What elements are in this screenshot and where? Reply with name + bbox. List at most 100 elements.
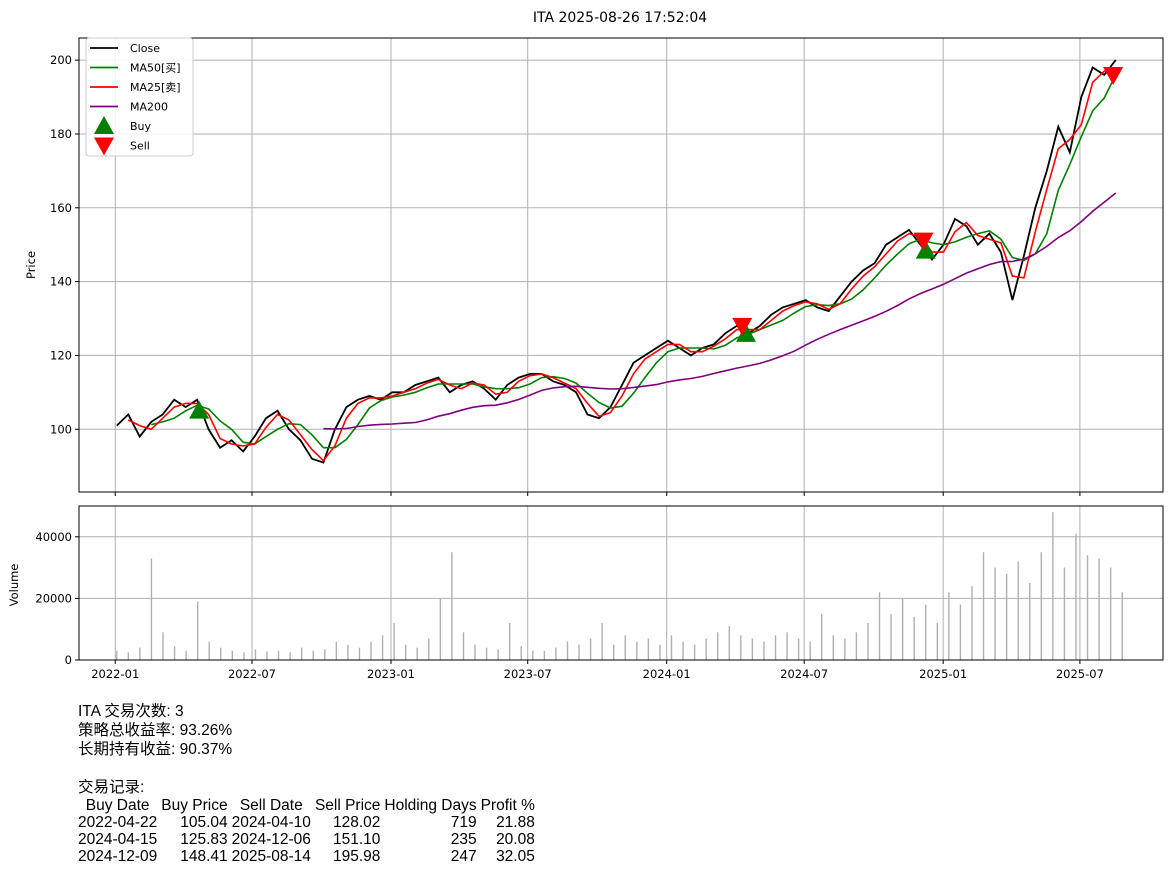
y-axis-label: Volume: [7, 564, 21, 607]
trade-table: Buy Date Buy Price Sell Date Sell Price Hold…: [78, 797, 539, 865]
volume-bar: [508, 623, 511, 660]
volume-bar: [254, 649, 257, 660]
table-row: 2024-12-09 148.41 2025-08-14 195.98 247 32.05: [78, 848, 539, 865]
x-tick-label: 2023-01: [367, 667, 415, 681]
x-tick-label: 2024-07: [780, 667, 828, 681]
volume-bar: [416, 647, 418, 660]
legend-label: MA50[买]: [130, 62, 181, 75]
volume-bar: [162, 632, 164, 660]
volume-bar: [971, 586, 973, 660]
sell-marker: [1103, 66, 1124, 85]
volume-bar: [821, 613, 823, 660]
volume-bar: [832, 635, 834, 660]
volume-bar: [566, 641, 569, 660]
x-tick-label: 2024-01: [643, 667, 691, 681]
y-axis-label: Price: [24, 251, 38, 279]
volume-bar: [982, 552, 985, 660]
stats-panel: ITA 交易次数: 3 策略总收益率: 93.26% 长期持有收益: 90.37…: [78, 702, 539, 865]
col-header: Sell Date: [239, 797, 303, 814]
volume-bar: [913, 616, 915, 660]
cell: 235: [450, 831, 477, 848]
volume-bar: [1063, 567, 1066, 660]
volume-bar: [601, 623, 603, 660]
col-header: Buy Date: [85, 797, 150, 814]
y-tick-label: 100: [50, 422, 72, 436]
cell: 2022-04-22: [78, 814, 158, 831]
cell: 247: [450, 848, 477, 865]
volume-bar: [231, 650, 234, 660]
volume-bar: [1040, 552, 1043, 660]
y-tick-label: 160: [50, 201, 72, 215]
volume-bar: [728, 626, 730, 660]
y-tick-label: 0: [65, 653, 72, 667]
volume-bar: [312, 650, 314, 660]
close-line: [116, 59, 1117, 464]
volume-bar: [901, 598, 904, 660]
legend: Close MA50[买] MA25[卖] MA200 Buy Sell: [85, 37, 194, 157]
volume-bar: [451, 552, 453, 660]
volume-bar: [936, 623, 939, 660]
volume-bar: [636, 641, 638, 660]
volume-bar: [324, 649, 326, 660]
volume-bar: [532, 650, 534, 660]
volume-bar: [786, 632, 788, 660]
volume-bar: [844, 638, 846, 660]
volume-bar: [555, 647, 557, 660]
volume-bar: [763, 641, 765, 660]
volume-bar: [613, 644, 615, 660]
legend-label: Close: [130, 42, 160, 55]
volume-axes: [78, 505, 1164, 661]
y-tick-label: 200: [50, 53, 72, 67]
ma200-line: [323, 192, 1117, 430]
sell-marker: [913, 232, 934, 251]
volume-bar: [1005, 573, 1008, 660]
x-tick-label: 2025-01: [919, 667, 967, 681]
y-tick-label: 40000: [35, 530, 72, 544]
x-tick-label: 2023-07: [504, 667, 552, 681]
table-row: 2022-04-22 105.04 2024-04-10 128.02 719 21.88: [78, 814, 539, 831]
cell: 2024-12-06: [231, 831, 311, 848]
table-header: Buy Date Buy Price Sell Date Sell Price Hold…: [78, 797, 539, 814]
volume-bar: [1098, 558, 1100, 660]
volume-bar: [589, 638, 592, 660]
volume-bar: [428, 638, 430, 660]
cell: 32.05: [496, 848, 535, 865]
volume-bar: [774, 635, 777, 660]
legend-swatch: [94, 137, 114, 156]
y-tick-label: 20000: [35, 591, 72, 605]
strategy-return: 策略总收益率: 93.26%: [78, 722, 233, 739]
volume-bar: [116, 650, 118, 660]
hold-return: 长期持有收益: 90.37%: [78, 741, 233, 758]
legend-swatch: [94, 116, 114, 134]
volume-bar: [1075, 533, 1077, 660]
volume-bar: [404, 644, 407, 660]
volume-bar: [266, 651, 268, 660]
volume-bar: [1029, 583, 1031, 660]
volume-bar: [208, 641, 210, 660]
y-tick-label: 120: [50, 348, 72, 362]
volume-bar: [289, 652, 291, 660]
legend-label: MA25[卖]: [130, 81, 181, 94]
volume-bar: [485, 647, 488, 660]
volume-bar: [243, 652, 245, 660]
volume-bar: [925, 604, 927, 660]
trade-count: ITA 交易次数: 3: [78, 703, 184, 720]
col-header: Holding Days: [384, 797, 477, 814]
volume-bar: [855, 632, 858, 660]
legend-label: Sell: [130, 140, 150, 153]
cell: 128.02: [332, 814, 381, 831]
volume-bar: [959, 604, 962, 660]
cell: 2024-04-10: [231, 814, 311, 831]
legend-label: Buy: [130, 120, 152, 133]
volume-bar: [220, 647, 222, 660]
chart-title: ITA 2025-08-26 17:52:04: [533, 10, 707, 26]
volume-bar: [705, 638, 707, 660]
cell: 2024-04-15: [78, 831, 158, 848]
volume-bar: [890, 613, 892, 660]
x-tick-label: 2022-01: [91, 667, 139, 681]
cell: 20.08: [496, 831, 535, 848]
ma50-line: [151, 74, 1117, 449]
volume-bar: [1052, 512, 1054, 660]
volume-bar: [185, 650, 187, 660]
